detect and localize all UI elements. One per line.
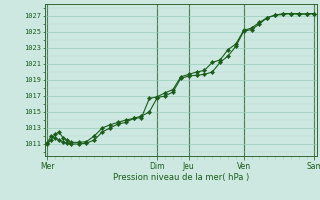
X-axis label: Pression niveau de la mer( hPa ): Pression niveau de la mer( hPa ) <box>113 173 249 182</box>
